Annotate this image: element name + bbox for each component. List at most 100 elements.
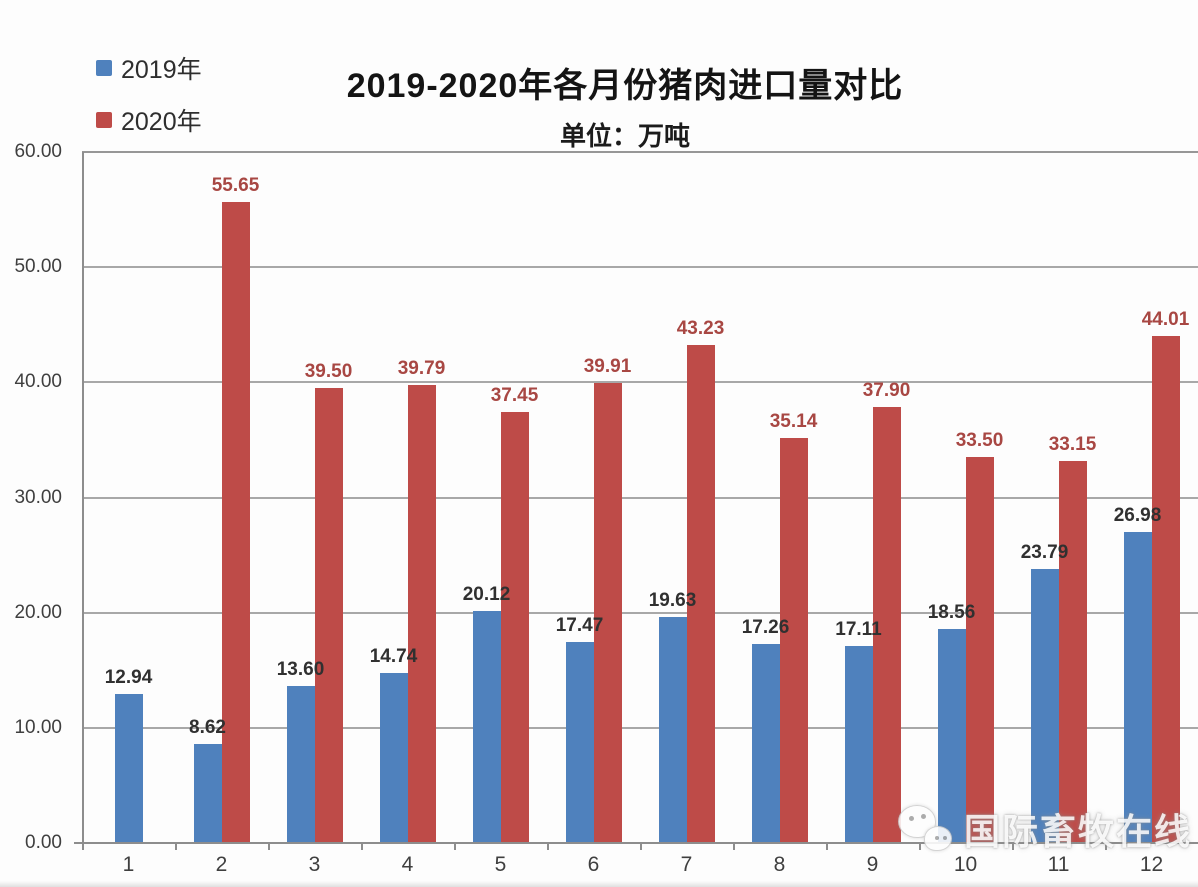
bar-2020年-month-12: 44.01 (1142, 309, 1189, 843)
bar-value-label: 35.14 (769, 411, 818, 433)
bar-2020年-month-7: 43.23 (677, 318, 724, 843)
bar-value-label: 44.01 (1141, 309, 1190, 331)
x-axis-labels: 1 2 3 4 5 6 7 8 9 10 11 12 (82, 853, 1198, 877)
x-axis-tick (361, 843, 363, 850)
wechat-eye (942, 836, 947, 840)
bar-value-label: 17.11 (835, 618, 882, 640)
bar-2019年-month-1: 12.94 (105, 667, 152, 843)
bar-2019年-month-6: 17.47 (556, 615, 603, 843)
y-tick-label: 0.00 (25, 832, 62, 853)
bar-value-label: 43.23 (676, 318, 725, 340)
x-axis-tick (733, 843, 735, 850)
bar-group-month-6: 17.47 39.91 (547, 152, 640, 843)
bar-group-month-11: 23.79 33.15 (1012, 152, 1105, 843)
x-tick-label-month-8: 8 (773, 853, 786, 876)
x-tick-label-month-1: 1 (122, 853, 135, 876)
bar-value-label: 19.63 (648, 589, 697, 611)
y-tick-label: 10.00 (14, 716, 62, 738)
bar-value-label: 33.50 (955, 430, 1004, 452)
bar-groups: 12.94 8.62 55.65 13.60 39.50 14.74 39.79 20.12 3… (82, 152, 1198, 843)
plot-area: 12.94 8.62 55.65 13.60 39.50 14.74 39.79 20.12 3… (74, 151, 1198, 850)
bar-2020年-month-10: 33.50 (956, 430, 1003, 843)
bar-group-month-3: 13.60 39.50 (268, 152, 361, 843)
y-tick-label: 60.00 (14, 141, 62, 162)
page-bottom-edge (0, 881, 1198, 887)
legend: 2019年 2020年 (96, 50, 202, 138)
bar-group-month-7: 19.63 43.23 (640, 152, 733, 843)
bar-value-label: 12.94 (104, 666, 153, 688)
bar-value-label: 8.62 (189, 716, 226, 738)
x-axis-tick (826, 843, 828, 850)
x-tick-label-month-10: 10 (953, 853, 978, 876)
x-tick-label-month-2: 2 (215, 853, 228, 876)
bar-2019年-month-10: 18.56 (928, 602, 975, 843)
x-tick-label-month-3: 3 (308, 853, 321, 876)
bar-2020年-month-4: 39.79 (398, 358, 445, 843)
x-tick-label-month-7: 7 (680, 853, 693, 876)
x-axis-tick (1012, 843, 1014, 850)
bar-value-label: 20.12 (462, 584, 511, 606)
gridline-10.00 (82, 726, 1198, 729)
bar-value-label: 39.79 (397, 357, 446, 379)
bar-value-label: 17.26 (741, 617, 790, 639)
bar-2020年-month-9: 37.90 (863, 380, 910, 843)
gridline-60.00 (82, 151, 1198, 153)
legend-label-2020: 2020年 (121, 108, 202, 136)
wechat-eye (934, 836, 939, 840)
legend-item-2020: 2020年 (96, 102, 202, 138)
wechat-eye (908, 816, 914, 821)
chart-subtitle: 单位：万吨 (559, 121, 690, 151)
bar-value-label: 33.15 (1048, 434, 1097, 456)
bar-value-label: 37.45 (490, 384, 539, 406)
bar-group-month-2: 8.62 55.65 (175, 152, 268, 843)
gridline-40.00 (82, 381, 1198, 384)
chart-title: 2019-2020年各月份猪肉进口量对比 (346, 67, 904, 105)
y-tick-label: 30.00 (14, 486, 62, 508)
watermark-text: 国际畜牧在线 (963, 811, 1192, 852)
x-tick-label-month-5: 5 (494, 853, 507, 876)
bar-value-label: 17.47 (555, 614, 604, 636)
wechat-eye (920, 814, 926, 819)
bar-value-label: 18.56 (927, 602, 976, 624)
x-axis-tick (1105, 843, 1107, 850)
legend-swatch-2020-icon (96, 112, 112, 128)
x-axis-tick (454, 843, 456, 850)
bar-2020年-month-8: 35.14 (770, 411, 817, 843)
x-axis-tick (919, 843, 921, 850)
bar-2020年-month-6: 39.91 (584, 356, 631, 843)
bar-value-label: 26.98 (1113, 505, 1162, 527)
x-tick-label-month-4: 4 (401, 853, 414, 876)
bar-2020年-month-3: 39.50 (305, 361, 352, 843)
bar-2019年-month-9: 17.11 (835, 619, 882, 843)
bar-2020年-month-2: 55.65 (212, 175, 259, 843)
bar-2019年-month-5: 20.12 (463, 584, 510, 843)
title-block: 2019-2020年各月份猪肉进口量对比 单位：万吨 (240, 58, 1010, 153)
legend-label-2019: 2019年 (121, 56, 202, 84)
bar-group-month-10: 18.56 33.50 (919, 152, 1012, 843)
gridline-50.00 (82, 266, 1198, 269)
y-tick-label: 20.00 (14, 601, 62, 623)
bar-group-month-4: 14.74 39.79 (361, 152, 454, 843)
bar-group-month-9: 17.11 37.90 (826, 152, 919, 843)
bar-2019年-month-11: 23.79 (1021, 542, 1068, 843)
bar-2019年-month-2: 8.62 (189, 717, 226, 843)
bar-value-label: 13.60 (276, 659, 325, 681)
y-tick-label: 50.00 (14, 256, 62, 278)
x-tick-label-month-12: 12 (1139, 853, 1164, 876)
bar-2019年-month-12: 26.98 (1114, 505, 1161, 843)
x-axis-tick (82, 843, 84, 850)
bar-value-label: 23.79 (1020, 542, 1069, 564)
bar-group-month-5: 20.12 37.45 (454, 152, 547, 843)
gridline-20.00 (82, 611, 1198, 614)
bar-value-label: 55.65 (211, 175, 260, 197)
x-tick-label-month-6: 6 (587, 853, 600, 876)
bar-2019年-month-7: 19.63 (649, 590, 696, 843)
bar-group-month-1: 12.94 (82, 152, 175, 843)
bar-value-label: 14.74 (369, 646, 418, 668)
x-axis-line (74, 842, 1198, 844)
bar-value-label: 39.50 (304, 361, 353, 383)
y-axis-labels: 60.00 50.00 40.00 30.00 20.00 10.00 0.00 (0, 141, 72, 853)
x-axis-tick (175, 843, 177, 850)
bar-group-month-8: 17.26 35.14 (733, 152, 826, 843)
